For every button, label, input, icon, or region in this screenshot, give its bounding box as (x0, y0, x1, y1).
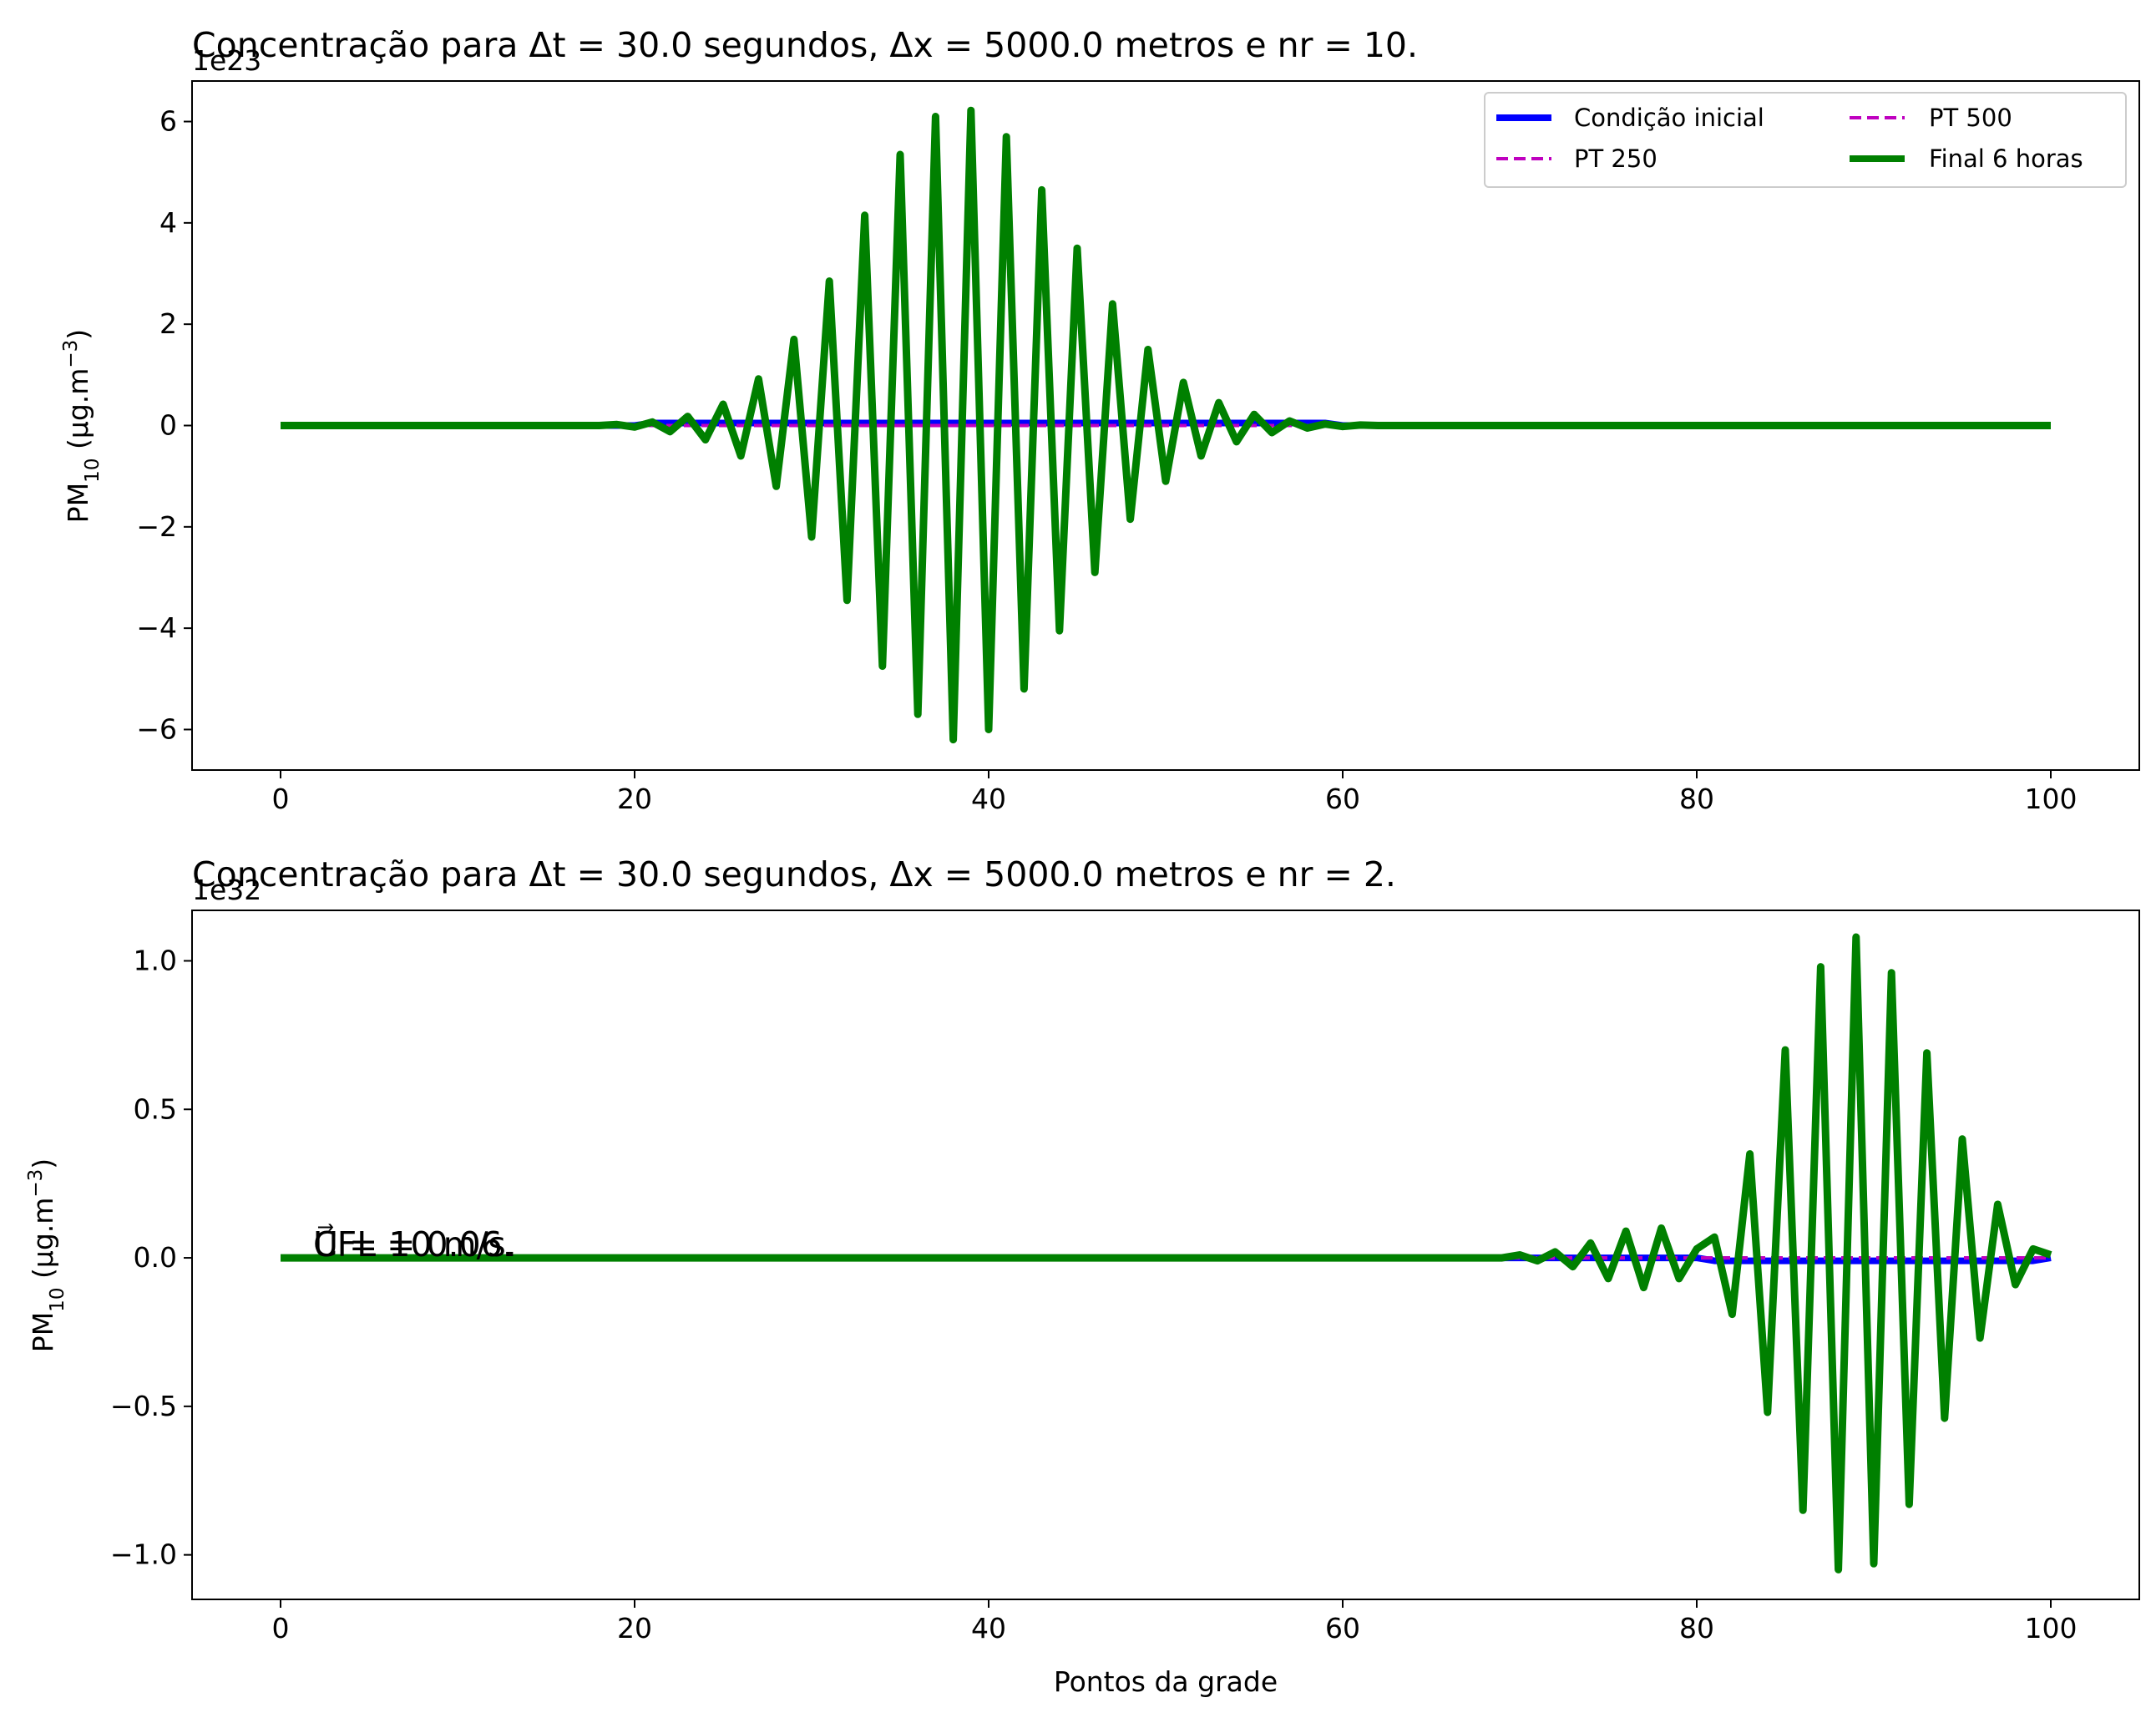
x-axis-label: Pontos da grade (1054, 1665, 1278, 1698)
chart-title: Concentração para Δt = 30.0 segundos, Δx… (192, 854, 1396, 894)
legend-label-pt250: PT 250 (1574, 144, 1657, 173)
y-tick-label: 0 (159, 409, 177, 442)
x-tick-label: 100 (2025, 1612, 2078, 1644)
legend: Condição inicial PT 500 PT 250 Final 6 h… (1484, 92, 2127, 188)
axes-frame (191, 80, 2140, 771)
x-tick-label: 0 (272, 783, 290, 815)
y-tick-label: 1.0 (134, 944, 177, 976)
annotation-cfl: CFL = 0.06. (313, 1224, 514, 1264)
series-layer (281, 933, 2052, 1574)
y-offset-label: 1e23 (192, 44, 261, 77)
x-tick-label: 20 (617, 783, 652, 815)
bottom-chart: Concentração para Δt = 30.0 segundos, Δx… (25, 854, 2140, 1698)
y-offset-label: 1e32 (192, 874, 261, 906)
y-tick-label: −4 (136, 611, 177, 644)
tick-layer: 0 20 40 60 80 100 −6 −4 −2 0 2 4 6 (136, 105, 2077, 815)
top-chart: Concentração para Δt = 30.0 segundos, Δx… (60, 25, 2140, 815)
x-tick-label: 40 (971, 783, 1006, 815)
y-axis-label: PM10 (μg.m−3) (25, 1158, 68, 1352)
legend-label-final: Final 6 horas (1929, 144, 2083, 173)
x-tick-label: 60 (1325, 783, 1360, 815)
x-tick-label: 80 (1679, 783, 1714, 815)
y-tick-label: 6 (159, 105, 177, 138)
legend-label-initial: Condição inicial (1574, 104, 1764, 132)
series-layer (281, 106, 2051, 744)
y-axis-label: PM10 (μg.m−3) (60, 329, 104, 523)
series-line-final-6-horas (281, 106, 2051, 744)
tick-layer: 0 20 40 60 80 100 −1.0 −0.5 0.0 0.5 1.0 (110, 944, 2078, 1644)
x-tick-label: 100 (2025, 783, 2078, 815)
y-tick-label: −0.5 (110, 1390, 177, 1422)
annotation-velocity: U⃗ = 10 m/s. (313, 1224, 517, 1264)
legend-label-pt500: PT 500 (1929, 104, 2012, 132)
chart-title: Concentração para Δt = 30.0 segundos, Δx… (192, 25, 1418, 65)
y-tick-label: 2 (159, 307, 177, 340)
x-tick-label: 40 (971, 1612, 1006, 1644)
x-tick-label: 80 (1679, 1612, 1714, 1644)
y-tick-label: −1.0 (110, 1538, 177, 1571)
y-tick-label: −2 (136, 510, 177, 543)
x-tick-label: 0 (272, 1612, 290, 1644)
x-tick-label: 20 (617, 1612, 652, 1644)
axes-frame (191, 910, 2140, 1600)
series-line-final-6-horas (281, 933, 2052, 1574)
legend-box (1484, 92, 2127, 188)
y-tick-label: −6 (136, 712, 177, 745)
x-tick-label: 60 (1325, 1612, 1360, 1644)
y-tick-label: 4 (159, 206, 177, 239)
y-tick-label: 0.0 (134, 1241, 177, 1274)
y-tick-label: 0.5 (134, 1092, 177, 1125)
